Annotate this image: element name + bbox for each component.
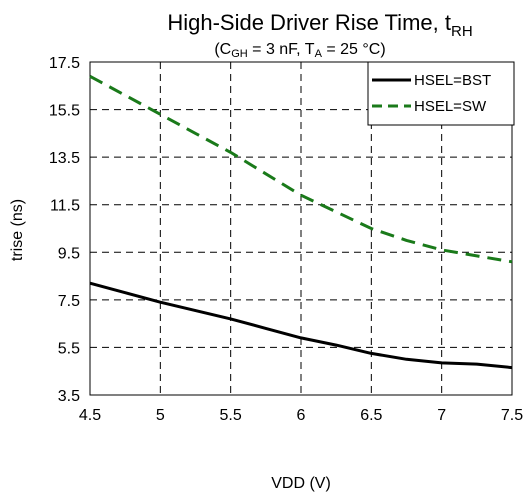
y-tick-label: 9.5 <box>58 245 80 262</box>
x-tick-label: 6 <box>297 407 306 424</box>
series-line-hsel-sw <box>89 74 513 264</box>
series-line-hsel-bst <box>89 281 513 370</box>
y-tick-label: 17.5 <box>49 55 80 72</box>
legend: HSEL=BST HSEL=SW <box>367 61 515 126</box>
series-group <box>89 74 513 370</box>
y-axis-label: trise (ns) <box>9 199 26 261</box>
y-tick-label: 15.5 <box>49 103 80 120</box>
chart-subtitle: (CGH = 3 nF, TA = 25 °C) <box>214 41 385 60</box>
x-axis-label: VDD (V) <box>271 475 331 492</box>
legend-label-hsel-bst: HSEL=BST <box>414 72 491 89</box>
y-tick-label: 3.5 <box>58 388 80 405</box>
x-tick-label: 6.5 <box>360 407 382 424</box>
tick-labels: 4.5 5 5.5 6 6.5 7 7.5 3.5 5.5 7.5 9.5 11.5 13.5 15.5 1… <box>49 55 523 424</box>
x-tick-label: 5.5 <box>220 407 242 424</box>
chart-title: High-Side Driver Rise Time, tRH <box>167 10 472 40</box>
y-tick-label: 13.5 <box>49 150 80 167</box>
x-tick-label: 5 <box>156 407 165 424</box>
plot-area <box>89 61 513 396</box>
legend-label-hsel-sw: HSEL=SW <box>414 98 487 115</box>
x-tick-label: 4.5 <box>79 407 101 424</box>
x-tick-label: 7.5 <box>501 407 523 424</box>
x-tick-label: 7 <box>437 407 446 424</box>
y-tick-label: 11.5 <box>50 198 80 215</box>
legend-box <box>367 61 515 126</box>
y-tick-label: 5.5 <box>58 340 80 357</box>
y-tick-label: 7.5 <box>58 293 80 310</box>
